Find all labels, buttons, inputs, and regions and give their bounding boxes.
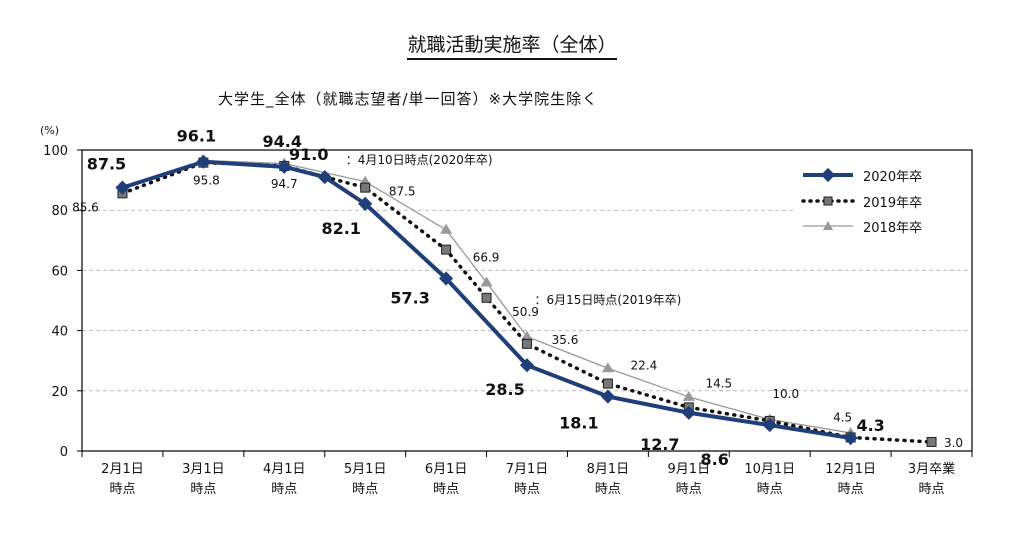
x-tick-label: 12月1日 [825,462,876,477]
y-tick-label: 60 [51,264,68,279]
data-point-2019 [441,244,452,255]
data-label-2019年卒: 3.0 [944,436,963,450]
data-label-2020年卒: 57.3 [390,289,429,308]
x-tick-label: 10月1日 [744,462,795,477]
x-tick-label: 時点 [595,482,621,497]
data-label-2019年卒: 35.6 [552,333,579,347]
data-point-2020 [196,154,211,169]
x-tick-label: 時点 [676,482,702,497]
data-label-2020年卒: 28.5 [485,380,524,399]
data-point-2019 [522,338,532,349]
data-label-2019年卒: 66.9 [473,251,500,265]
annotation-2020: ：4月10日時点(2020年卒) [346,153,493,167]
data-point-2019 [926,436,937,447]
x-tick-label: 9月1日 [668,462,711,477]
y-tick-label: 0 [60,445,68,460]
chart-subtitle: 大学生_全体（就職志望者/単一回答）※大学院生除く [218,90,599,108]
annotation-2019: ：6月15日時点(2019年卒) [535,293,682,307]
y-axis-unit: (%) [40,124,60,137]
data-label-2019年卒: 95.8 [193,174,220,188]
legend-marker-2019 [823,196,833,206]
x-tick-label: 時点 [838,482,864,497]
x-tick-label: 4月1日 [263,462,306,477]
data-point-2020 [600,389,615,404]
data-label-2019年卒: 94.7 [271,177,298,191]
data-label-2019年卒: 85.6 [72,200,99,214]
data-label-2019年卒: 50.9 [512,305,539,319]
legend-label-2019: 2019年卒 [863,196,923,211]
chart-title: 就職活動実施率（全体） [0,30,1024,60]
legend-label-2018: 2018年卒 [863,221,923,236]
data-point-2020 [843,430,858,446]
x-tick-label: 時点 [757,482,783,497]
data-point-2019 [481,292,492,303]
x-tick-label: 8月1日 [587,462,630,477]
data-point-2019 [360,182,371,193]
data-point-2018 [601,362,614,373]
data-point-2020 [681,405,696,420]
data-label-2020年卒: 94.4 [263,132,302,151]
data-point-2018 [480,276,493,287]
legend-marker-2018 [823,221,833,230]
x-tick-label: 3月卒業 [908,461,955,477]
data-point-2018 [440,223,453,234]
x-tick-label: 時点 [271,482,297,497]
y-tick-label: 80 [51,204,68,219]
x-tick-label: 時点 [514,482,540,497]
data-label-2020年卒: 96.1 [177,127,216,146]
x-tick-label: 時点 [109,482,135,497]
data-point-2018 [682,390,695,401]
data-label-2020年卒: 87.5 [87,155,126,174]
data-point-2019 [602,378,613,389]
x-tick-label: 3月1日 [182,462,225,477]
x-tick-label: 6月1日 [425,462,468,477]
legend: 2020年卒 2019年卒 2018年卒 [795,159,970,241]
data-point-2020 [519,358,535,373]
data-label-2020年卒: 82.1 [321,219,360,238]
x-tick-label: 時点 [352,482,378,497]
x-tick-label: 7月1日 [506,462,549,477]
x-tick-label: 時点 [190,482,216,497]
data-point-2018 [521,330,533,341]
data-point-2020 [439,271,454,286]
data-point-2020 [277,159,292,174]
data-label-2019年卒: 10.0 [772,387,799,401]
y-tick-label: 20 [51,385,68,400]
data-label-2019年卒: 22.4 [631,359,658,373]
y-tick-label: 100 [43,144,68,159]
x-tick-label: 時点 [433,482,459,497]
data-label-2019年卒: 87.5 [389,185,416,199]
data-label-2020年卒: 8.6 [701,450,729,469]
x-tick-label: 2月1日 [101,462,144,477]
legend-label-2020: 2020年卒 [863,170,923,185]
y-tick-label: 40 [51,325,68,340]
series-line-2018年卒 [203,159,851,434]
data-label-2019年卒: 4.5 [833,410,852,424]
legend-marker-2020 [820,167,836,183]
data-label-2020年卒: 91.0 [289,145,328,164]
x-tick-label: 時点 [919,482,945,497]
data-label-2020年卒: 12.7 [640,435,679,454]
data-label-2020年卒: 4.3 [856,416,884,435]
plot-border [81,149,973,452]
data-label-2019年卒: 14.5 [705,376,732,390]
data-label-2020年卒: 18.1 [559,414,598,433]
data-point-2020 [317,170,332,185]
data-point-2020 [358,196,373,211]
x-tick-label: 5月1日 [344,462,387,477]
data-point-2020 [762,418,777,433]
